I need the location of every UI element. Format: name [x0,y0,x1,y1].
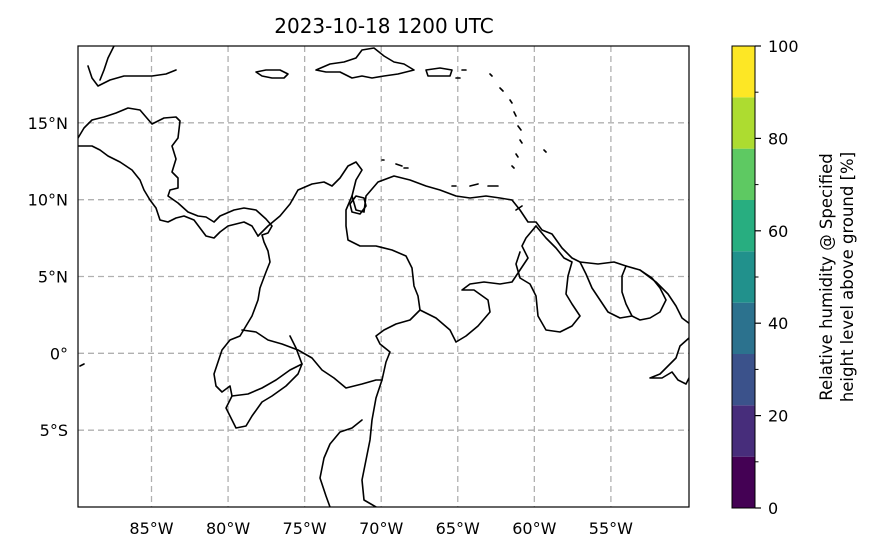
lon-tick-label: 75°W [283,519,327,538]
colorbar-band [732,97,755,149]
lon-tick-label: 55°W [589,519,633,538]
coastline-caribbean-south [257,161,689,325]
lat-tick-label: 0° [50,344,68,363]
border-ecuador-peru [231,363,303,397]
coastline-central-america [78,107,303,429]
island-jamaica [255,69,289,79]
colorbar-band [732,46,755,98]
colorbar-tick-label: 80 [768,129,788,148]
lon-tick-label: 60°W [512,519,556,538]
colorbar-tick-label: 60 [768,222,788,241]
colorbar-label-line1: Relative humidity @ Specified [817,153,836,400]
colorbar-tick-label: 20 [768,407,788,426]
colorbar-band [732,405,755,457]
lon-tick-label: 70°W [359,519,403,538]
colorbar-bands [732,46,755,508]
colorbar-label-line2: height level above ground [%] [838,152,857,402]
island-west [79,363,85,367]
lon-tick-label: 80°W [206,519,250,538]
gridlines [78,46,689,507]
lat-tick-label: 15°N [28,114,68,133]
border-colombia-venezuela [345,195,421,507]
colorbar-tick-label: 40 [768,314,788,333]
coastline-pacific-panama [78,145,259,239]
colorbar-band [732,456,755,508]
lon-tick-label: 65°W [436,519,480,538]
colorbar: 0 20 40 60 80 100 Relative humidity @ Specifi… [731,37,857,518]
map-area: 85°W 80°W 75°W 70°W 65°W 60°W 55°W 15°N 10°N 5°N… [28,45,690,538]
colorbar-band [732,148,755,200]
island-cuba [87,46,177,87]
map-title: 2023-10-18 1200 UTC [274,14,494,38]
border-guyana [515,225,581,333]
colorbar-tick-label: 100 [768,37,799,56]
coastlines [78,46,689,507]
latitude-labels: 15°N 10°N 5°N 0° 5°S [28,114,68,440]
lon-tick-label: 85°W [129,519,173,538]
colorbar-band [732,251,755,303]
lake-maracaibo [349,195,367,215]
colorbar-ticks: 0 20 40 60 80 100 [755,37,799,518]
island-puerto-rico [425,67,453,77]
colorbar-band [732,302,755,354]
colorbar-band [732,200,755,252]
colorbar-band [732,354,755,406]
map-frame [77,45,690,508]
longitude-labels: 85°W 80°W 75°W 70°W 65°W 60°W 55°W [129,519,633,538]
border-suriname-guiana [579,261,667,321]
lat-tick-label: 5°S [40,421,68,440]
border-colombia-ecuador-peru [241,329,383,389]
lat-tick-label: 10°N [28,191,68,210]
border-venezuela-brazil [419,225,537,343]
border-peru-brazil [319,419,363,507]
colorbar-tick-label: 0 [768,499,778,518]
island-hispaniola [315,47,415,79]
island-arc [381,69,547,211]
lat-tick-label: 5°N [38,268,68,287]
coastline-brazil-ne [649,337,689,385]
